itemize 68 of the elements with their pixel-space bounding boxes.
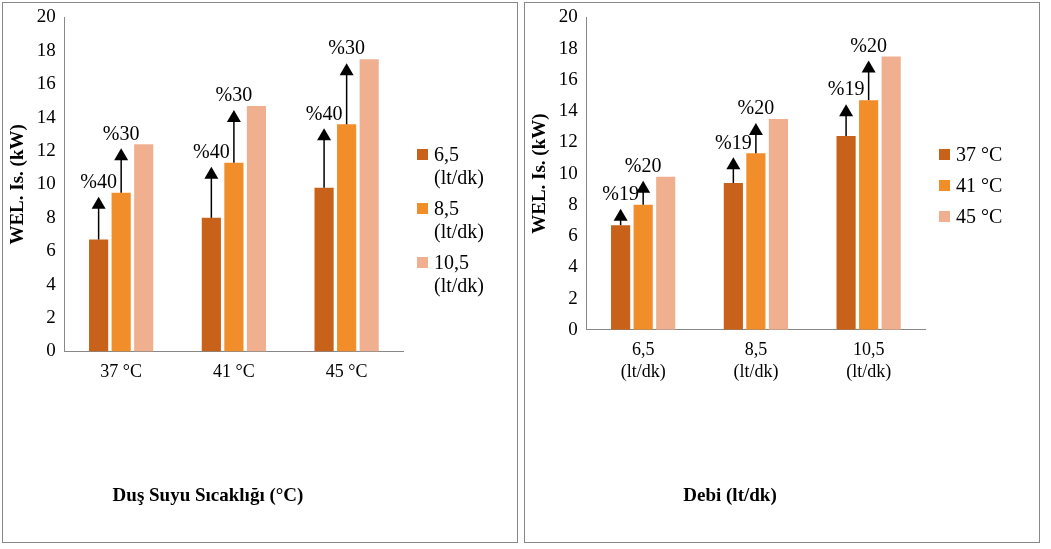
y-tick-label: 2 (46, 305, 56, 327)
annotation: %30 (215, 83, 253, 106)
x-tick-label: 6,5 (lt/dk) (620, 339, 666, 382)
bar (836, 136, 856, 330)
y-tick-label: 2 (568, 286, 578, 308)
annotation: %30 (328, 36, 365, 59)
y-axis-title: WEL. Is. (kW) (6, 124, 29, 245)
bar (224, 162, 244, 352)
bar (337, 124, 357, 352)
legend-label: 45 °C (956, 205, 1003, 228)
annotation: %40 (80, 170, 117, 192)
x-tick-label: 37 °C (100, 360, 143, 381)
y-tick-label: 16 (558, 67, 578, 89)
bar (359, 59, 379, 352)
y-tick-label: 10 (36, 172, 56, 194)
y-tick-label: 18 (36, 38, 56, 60)
x-tick-label: 8,5 (lt/dk) (733, 339, 779, 382)
x-axis-title: Duş Suyu Sıcaklığı (°C) (111, 484, 305, 506)
bar (881, 56, 901, 330)
annotation: %30 (102, 121, 140, 144)
annotation: %20 (737, 96, 775, 119)
legend-label: 41 °C (956, 174, 1003, 197)
bar (201, 217, 221, 352)
annotation: %20 (624, 153, 662, 176)
y-tick-label: 8 (568, 192, 578, 214)
y-tick-label: 8 (46, 205, 56, 227)
annotation: %19 (715, 130, 752, 153)
x-tick-label: 41 °C (213, 360, 255, 381)
y-tick-label: 6 (568, 224, 578, 246)
bar (134, 144, 154, 352)
bar (314, 187, 334, 352)
annotation: %19 (602, 182, 639, 205)
bar (768, 118, 789, 330)
y-tick-label: 10 (558, 161, 578, 183)
y-tick-label: 20 (36, 5, 56, 27)
y-tick-label: 0 (568, 317, 578, 339)
legend-label: 8,5 (lt/dk) (434, 197, 485, 243)
annotation: %20 (850, 33, 887, 56)
bar (859, 100, 879, 330)
y-tick-label: 20 (558, 5, 578, 27)
bar (656, 176, 676, 330)
y-tick-label: 14 (36, 105, 57, 127)
y-tick-label: 18 (558, 36, 578, 58)
bar (611, 225, 631, 330)
y-axis-title: WEL. Is. (kW) (528, 113, 551, 234)
bar (633, 204, 653, 330)
legend-label: 10,5 (lt/dk) (434, 251, 485, 297)
x-tick-label: 45 °C (325, 360, 368, 381)
y-tick-label: 12 (36, 138, 56, 160)
bar (246, 105, 267, 352)
y-tick-label: 12 (558, 130, 578, 152)
y-tick-label: 4 (46, 272, 57, 294)
annotation: %19 (827, 77, 865, 100)
legend-label: 37 °C (956, 143, 1003, 166)
y-tick-label: 0 (46, 339, 56, 361)
bar (723, 182, 743, 330)
annotation: %40 (193, 139, 230, 162)
x-axis-title: Debi (lt/dk) (682, 484, 778, 506)
legend-label: 6,5 (lt/dk) (434, 143, 485, 189)
bar (746, 153, 766, 330)
y-tick-label: 6 (46, 239, 56, 261)
annotation: %40 (305, 101, 343, 124)
bar (111, 192, 131, 352)
y-tick-label: 16 (36, 72, 56, 94)
y-tick-label: 4 (568, 255, 579, 277)
y-tick-label: 14 (558, 99, 579, 121)
x-tick-label: 10,5 (lt/dk) (846, 339, 892, 382)
bar (89, 239, 109, 352)
